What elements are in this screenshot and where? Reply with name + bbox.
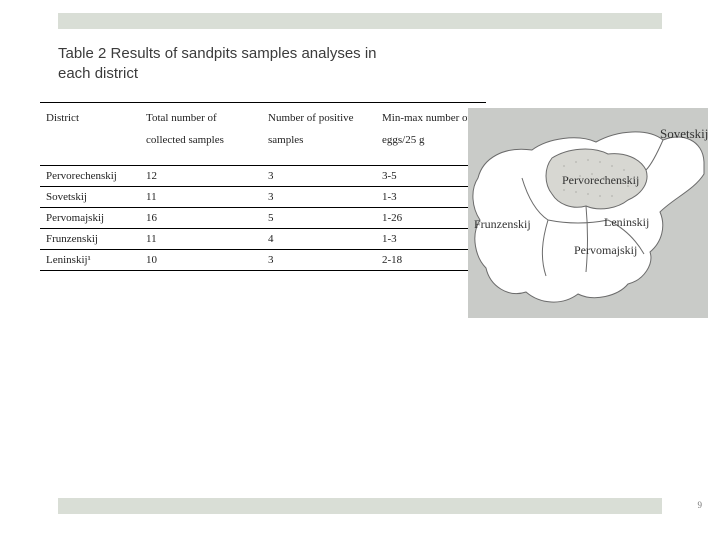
table-caption: Table 2 Results of sandpits samples anal… — [58, 44, 388, 85]
col-district: District — [40, 103, 140, 166]
table-header-row: District Total number of collected sampl… — [40, 103, 486, 166]
cell-positive: 3 — [262, 187, 376, 208]
cell-district: Leninskij¹ — [40, 250, 140, 271]
cell-district: Frunzenskij — [40, 229, 140, 250]
col-total: Total number of collected samples — [140, 103, 262, 166]
cell-total: 10 — [140, 250, 262, 271]
cell-district: Sovetskij — [40, 187, 140, 208]
cell-positive: 3 — [262, 250, 376, 271]
header-rule — [58, 13, 662, 29]
label-frunzenskij: Frunzenskij — [474, 217, 531, 231]
label-sovetskij: Sovetskij — [660, 126, 708, 141]
table-row: Frunzenskij 11 4 1-3 — [40, 229, 486, 250]
district-map: Sovetskij Pervorechenskij Leninskij Frun… — [468, 108, 708, 318]
table-row: Leninskij¹ 10 3 2-18 — [40, 250, 486, 271]
label-leninskij: Leninskij — [604, 215, 649, 229]
table-row: Pervorechenskij 12 3 3-5 — [40, 166, 486, 187]
cell-total: 12 — [140, 166, 262, 187]
table-row: Sovetskij 11 3 1-3 — [40, 187, 486, 208]
page-number: 9 — [698, 500, 703, 510]
cell-positive: 3 — [262, 166, 376, 187]
cell-district: Pervorechenskij — [40, 166, 140, 187]
label-pervomajskij: Pervomajskij — [574, 243, 637, 257]
label-pervorechenskij: Pervorechenskij — [562, 173, 639, 187]
cell-total: 16 — [140, 208, 262, 229]
cell-district: Pervomajskij — [40, 208, 140, 229]
cell-total: 11 — [140, 187, 262, 208]
col-positive: Number of positive samples — [262, 103, 376, 166]
cell-positive: 5 — [262, 208, 376, 229]
footer-rule — [58, 498, 662, 514]
cell-positive: 4 — [262, 229, 376, 250]
results-table: District Total number of collected sampl… — [40, 102, 486, 271]
table-row: Pervomajskij 16 5 1-26 — [40, 208, 486, 229]
cell-total: 11 — [140, 229, 262, 250]
